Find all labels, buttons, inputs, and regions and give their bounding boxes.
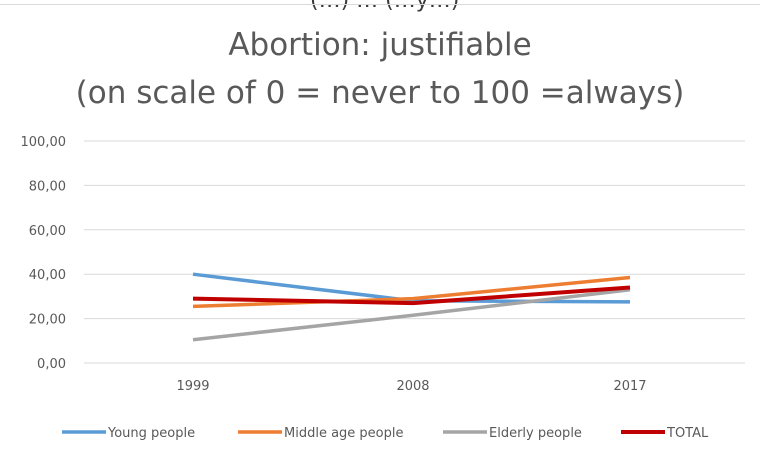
legend-label: Middle age people xyxy=(284,426,404,441)
series-line-total xyxy=(192,285,631,306)
chart-subtitle: (on scale of 0 = never to 100 =always) xyxy=(75,75,685,111)
legend-label: Elderly people xyxy=(489,426,582,441)
y-tick-label: 40,00 xyxy=(29,268,66,283)
series-line-young-people xyxy=(192,272,631,304)
x-tick-label: 2008 xyxy=(396,379,429,394)
x-tick-label: 2017 xyxy=(613,379,646,394)
y-tick-label: 60,00 xyxy=(29,224,66,239)
legend-label: TOTAL xyxy=(666,426,709,441)
series-line-elderly-people xyxy=(192,287,631,342)
y-tick-label: 20,00 xyxy=(29,313,66,328)
y-tick-label: 80,00 xyxy=(29,179,66,194)
y-tick-label: 100,00 xyxy=(21,135,67,150)
chart-title: Abortion: justifiable xyxy=(228,27,532,63)
cropped-header-text: (…) … (…y…) xyxy=(310,0,460,13)
legend-label: Young people xyxy=(107,426,195,441)
y-tick-label: 0,00 xyxy=(37,357,66,372)
x-tick-label: 1999 xyxy=(176,379,209,394)
series-line-middle-age-people xyxy=(192,275,631,309)
top-divider xyxy=(0,4,760,5)
